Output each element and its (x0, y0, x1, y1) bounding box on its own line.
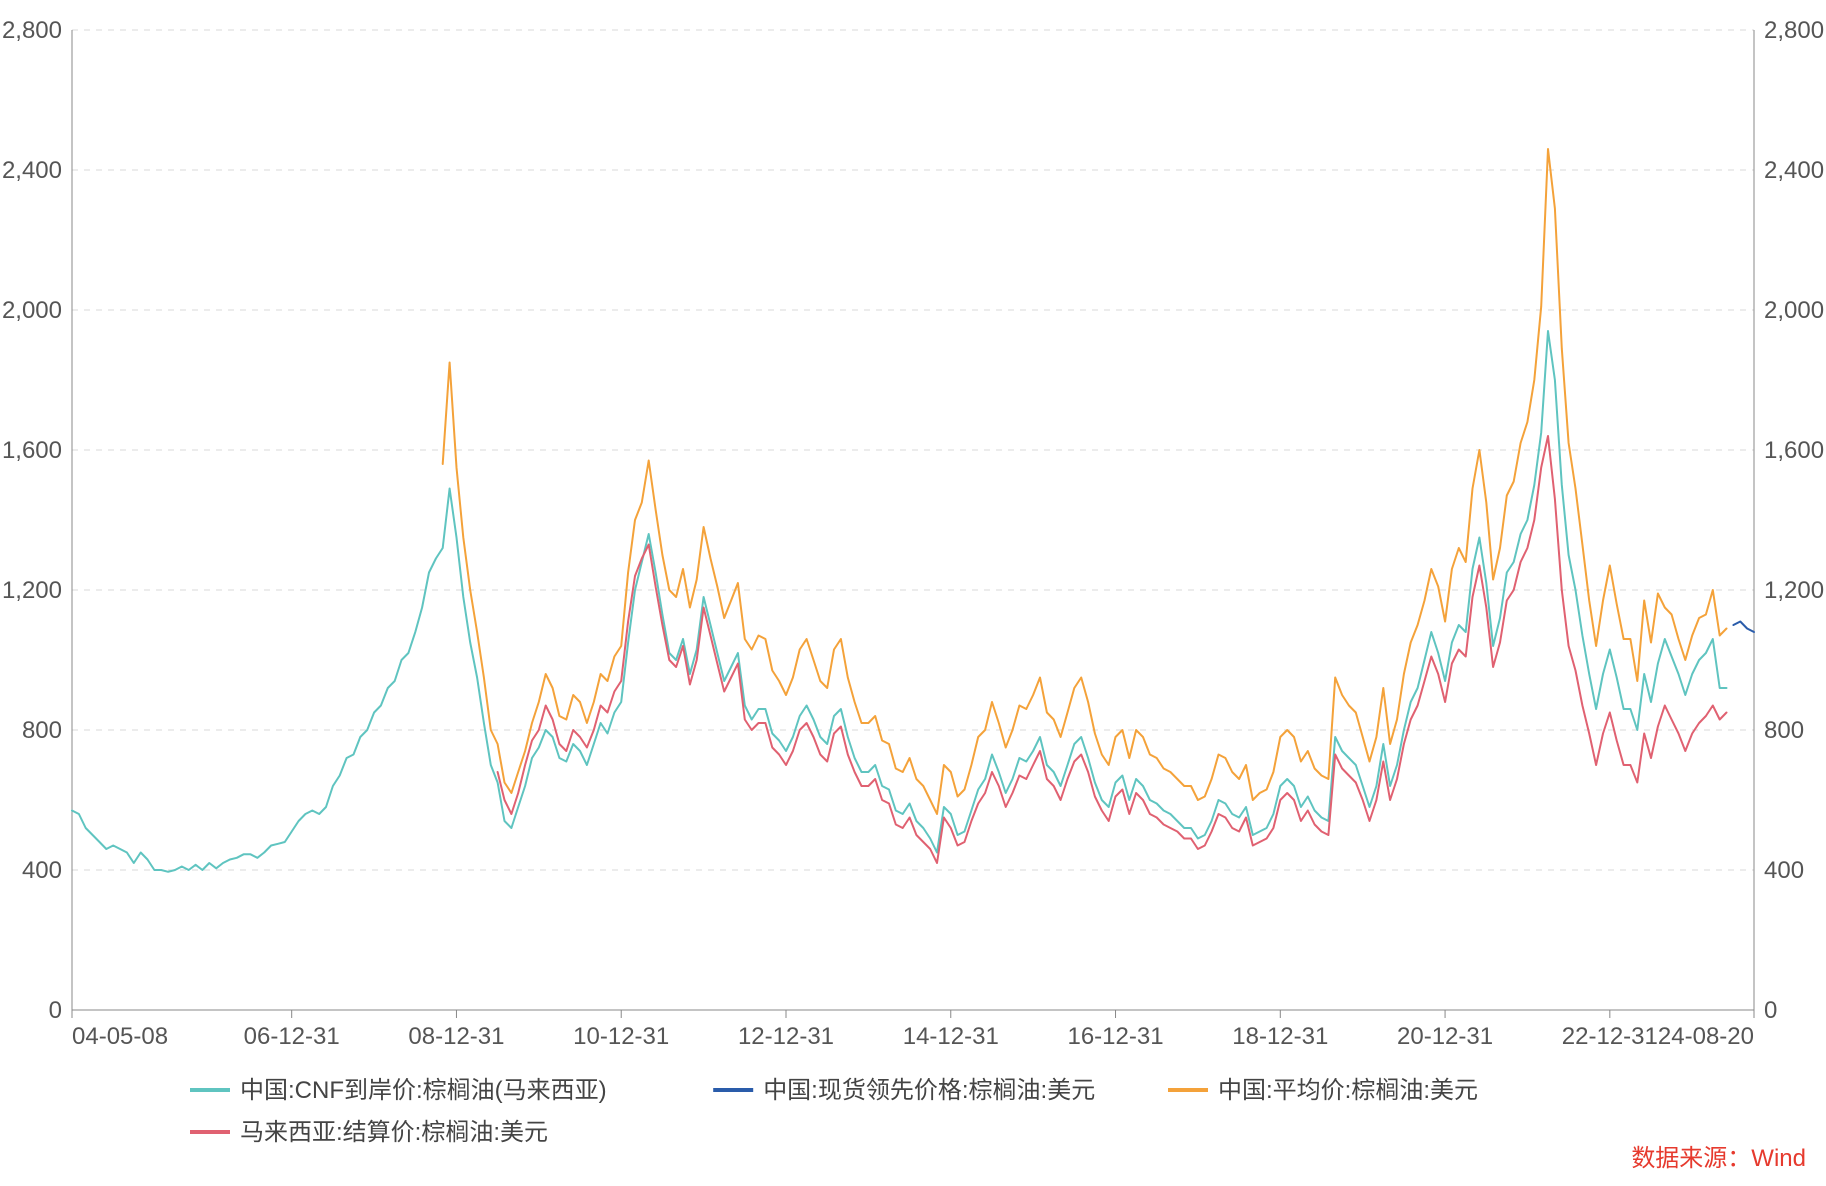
y-right-tick-label: 1,600 (1764, 437, 1824, 464)
x-tick-label: 06-12-31 (244, 1023, 340, 1050)
line-chart: 0 400 800 1,200 1,600 2,000 2,400 2,800 0 400 800 1… (0, 0, 1826, 1186)
y-left-tick-label: 400 (22, 857, 62, 884)
legend-label: 马来西亚:结算价:棕榈油:美元 (240, 1119, 548, 1146)
y-right-tick-label: 0 (1764, 997, 1777, 1024)
y-right-tick-label: 400 (1764, 857, 1804, 884)
legend-label: 中国:CNF到岸价:棕榈油(马来西亚) (240, 1077, 607, 1104)
x-tick-label: 16-12-31 (1067, 1023, 1163, 1050)
x-tick-label: 04-05-08 (72, 1023, 168, 1050)
x-tick-label: 18-12-31 (1232, 1023, 1328, 1050)
x-tick-label: 20-12-31 (1397, 1023, 1493, 1050)
y-right-tick-label: 2,000 (1764, 297, 1824, 324)
y-left-tick-label: 1,200 (2, 577, 62, 604)
legend-label: 中国:平均价:棕榈油:美元 (1218, 1077, 1478, 1104)
y-left-tick-label: 800 (22, 717, 62, 744)
legend-label: 中国:现货领先价格:棕榈油:美元 (763, 1077, 1095, 1104)
y-right-tick-label: 2,800 (1764, 17, 1824, 44)
y-right-tick-label: 2,400 (1764, 157, 1824, 184)
x-tick-label: 12-12-31 (738, 1023, 834, 1050)
y-left-tick-label: 1,600 (2, 437, 62, 464)
x-tick-label: 24-08-20 (1658, 1023, 1754, 1050)
x-tick-label: 08-12-31 (408, 1023, 504, 1050)
x-tick-label: 10-12-31 (573, 1023, 669, 1050)
x-tick-label: 22-12-31 (1562, 1023, 1658, 1050)
x-tick-label: 14-12-31 (903, 1023, 999, 1050)
chart-container: 0 400 800 1,200 1,600 2,000 2,400 2,800 0 400 800 1… (0, 0, 1826, 1186)
y-right-tick-label: 1,200 (1764, 577, 1824, 604)
y-left-tick-label: 2,400 (2, 157, 62, 184)
y-left-tick-label: 2,000 (2, 297, 62, 324)
y-left-tick-label: 0 (49, 997, 62, 1024)
source-label: 数据来源：Wind (1631, 1145, 1806, 1172)
y-left-tick-label: 2,800 (2, 17, 62, 44)
y-right-tick-label: 800 (1764, 717, 1804, 744)
